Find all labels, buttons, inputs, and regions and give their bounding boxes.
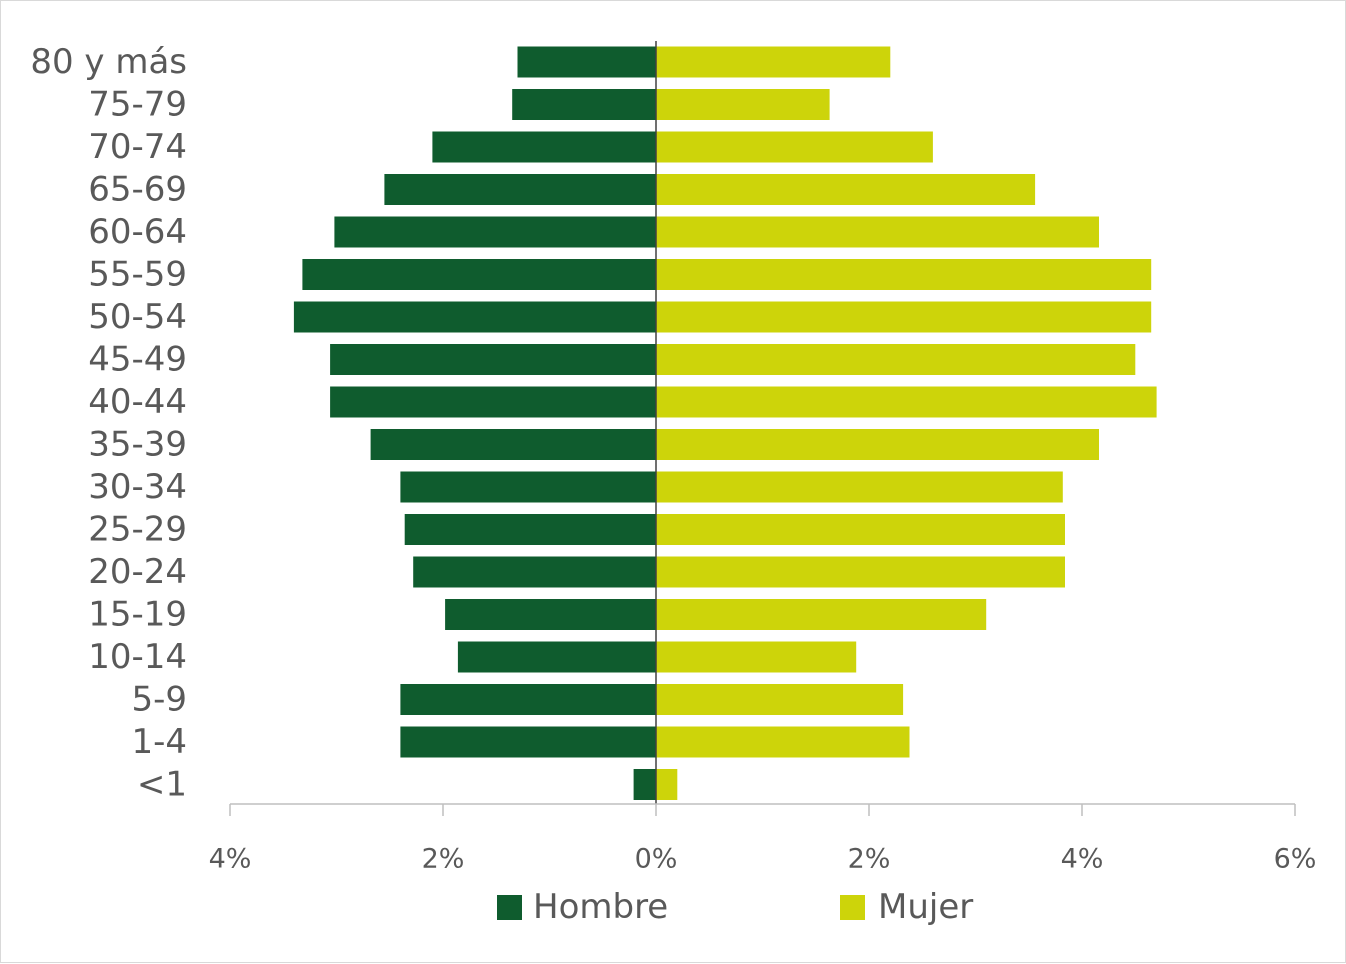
bar-hombre-14	[457, 641, 656, 673]
bar-hombre-9	[370, 429, 656, 460]
bar-mujer-15	[656, 684, 904, 715]
x-tick-label: 0%	[635, 844, 678, 875]
category-label: 50-54	[88, 297, 187, 337]
bar-hombre-1	[512, 89, 656, 120]
bar-hombre-0	[517, 46, 656, 78]
x-tick-label: 2%	[422, 844, 465, 875]
category-label: 1-4	[131, 722, 187, 762]
bar-hombre-2	[432, 131, 657, 163]
bar-mujer-11	[656, 514, 1065, 545]
x-tick-labels: 4% 2% 0% 2% 4% 6%	[209, 844, 1317, 875]
bar-hombre-6	[293, 301, 656, 333]
bar-hombre-10	[400, 471, 656, 503]
category-label: 10-14	[88, 637, 187, 677]
category-label: 80 y más	[30, 42, 187, 82]
bar-hombre-4	[334, 216, 656, 248]
x-tick-label: 6%	[1274, 844, 1317, 875]
category-label: 30-34	[88, 467, 187, 507]
bar-hombre-17	[633, 769, 656, 800]
category-label: <1	[137, 765, 187, 805]
category-label: 65-69	[88, 170, 187, 210]
category-label: 55-59	[88, 255, 187, 295]
bar-mujer-13	[656, 599, 987, 630]
x-tick-label: 4%	[209, 844, 252, 875]
x-tick-label: 4%	[1061, 844, 1104, 875]
bar-hombre-11	[404, 514, 656, 545]
bar-hombre-3	[384, 174, 656, 205]
bar-hombre-8	[330, 386, 656, 418]
category-label: 5-9	[131, 680, 187, 720]
bar-mujer-2	[656, 131, 933, 163]
bar-mujer-1	[656, 89, 830, 120]
legend-label-mujer: Mujer	[878, 887, 973, 927]
bar-mujer-0	[656, 46, 891, 78]
legend-swatch-hombre	[497, 895, 522, 920]
category-label: 20-24	[88, 552, 187, 592]
bar-mujer-4	[656, 216, 1099, 248]
category-labels: 80 y más75-7970-7465-6960-6455-5950-5445…	[30, 42, 187, 805]
bar-mujer-6	[656, 301, 1152, 333]
category-label: 75-79	[88, 85, 187, 125]
bar-mujer-8	[656, 386, 1157, 418]
bar-hombre-15	[400, 684, 656, 715]
bar-hombre-16	[400, 726, 656, 758]
bar-mujer-7	[656, 344, 1136, 375]
bar-mujer-17	[656, 769, 678, 800]
category-label: 35-39	[88, 425, 187, 465]
category-label: 45-49	[88, 340, 187, 380]
bar-hombre-5	[302, 259, 656, 290]
legend: Hombre Mujer	[497, 887, 973, 927]
category-label: 15-19	[88, 595, 187, 635]
bar-hombre-13	[445, 599, 656, 630]
legend-swatch-mujer	[840, 895, 865, 920]
bar-mujer-5	[656, 259, 1152, 290]
x-tick-label: 2%	[848, 844, 891, 875]
axis-layer	[229, 41, 1296, 816]
bars-layer	[293, 46, 1157, 800]
bar-mujer-12	[656, 556, 1065, 588]
category-label: 70-74	[88, 127, 187, 167]
category-label: 60-64	[88, 212, 187, 252]
legend-label-hombre: Hombre	[533, 887, 668, 927]
category-label: 25-29	[88, 510, 187, 550]
bar-mujer-10	[656, 471, 1063, 503]
bar-hombre-12	[413, 556, 656, 588]
bar-mujer-16	[656, 726, 910, 758]
bar-mujer-14	[656, 641, 857, 673]
bar-mujer-9	[656, 429, 1099, 460]
bar-hombre-7	[330, 344, 656, 375]
category-label: 40-44	[88, 382, 187, 422]
bar-mujer-3	[656, 174, 1036, 205]
